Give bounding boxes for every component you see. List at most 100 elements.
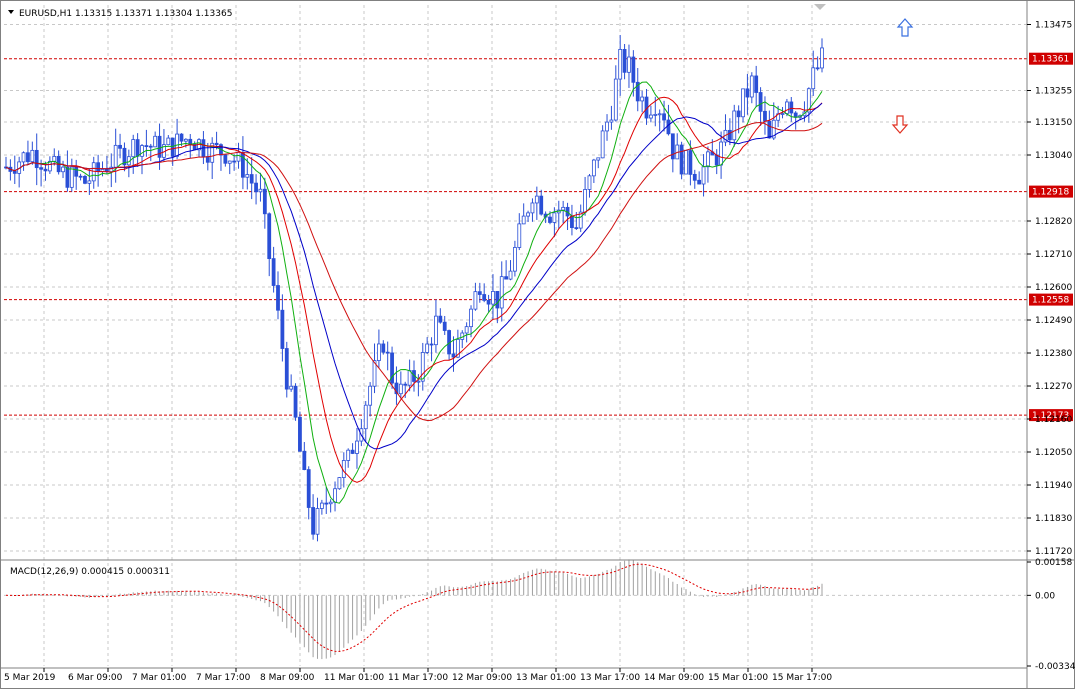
candle-body	[745, 88, 750, 98]
candle-body	[87, 180, 92, 184]
price-tick-label: 1.13150	[1035, 118, 1072, 128]
time-tick-label: 15 Mar 17:00	[772, 673, 832, 683]
triangle-down-icon[interactable]	[8, 10, 14, 14]
time-tick-label: 12 Mar 09:00	[452, 673, 512, 683]
time-tick-label: 11 Mar 17:00	[388, 673, 448, 683]
candle-body	[438, 315, 443, 323]
candle-body	[78, 175, 83, 178]
candle-body	[657, 113, 662, 116]
candle-body	[166, 137, 171, 146]
candle-body	[390, 352, 394, 384]
candle-body	[736, 110, 741, 118]
candle-body	[381, 343, 386, 353]
shift-marker-icon[interactable]	[814, 4, 826, 10]
candle-body	[622, 49, 627, 73]
candle-body	[482, 294, 487, 301]
arrow-up-icon[interactable]	[896, 18, 914, 37]
candle-body	[420, 352, 425, 382]
candle-body	[416, 380, 421, 383]
candle-body	[455, 339, 460, 358]
level-price-label: 1.13361	[1032, 55, 1069, 65]
candle-body	[61, 166, 65, 173]
candle-body	[232, 160, 237, 163]
candle-body	[183, 138, 188, 142]
candle-body	[600, 130, 605, 159]
candle-body	[131, 139, 136, 158]
candle-body	[627, 56, 631, 73]
price-tick-label: 1.12050	[1035, 448, 1072, 458]
candle-body	[319, 502, 324, 509]
time-tick-label: 7 Mar 17:00	[196, 673, 251, 683]
candle-body	[157, 135, 162, 158]
candle-body	[385, 351, 390, 354]
candle-body	[517, 223, 522, 248]
grid	[4, 5, 1027, 666]
candle-body	[188, 138, 193, 145]
candle-body	[350, 449, 355, 454]
candle-body	[148, 145, 153, 148]
candle-body	[170, 137, 175, 157]
candle-body	[763, 110, 767, 122]
level-price-box	[1029, 185, 1073, 198]
candle-body	[245, 174, 250, 178]
candle-body	[719, 141, 723, 166]
candle-body	[434, 315, 438, 346]
candle-body	[306, 469, 311, 508]
candle-body	[135, 139, 140, 157]
ma-fast-line	[5, 81, 823, 504]
candle-body	[539, 195, 544, 215]
arrow-down-icon[interactable]	[891, 115, 909, 134]
candle-body	[227, 160, 232, 164]
symbol-info: EURUSD,H1 1.13315 1.13371 1.13304 1.1336…	[19, 9, 232, 19]
candle-body	[258, 188, 263, 193]
macd-tick-label: -0.003348	[1035, 662, 1075, 672]
candle-body	[714, 154, 719, 166]
macd-label: MACD(12,26,9) 0.000415 0.000311	[10, 567, 170, 577]
candle-body	[771, 119, 776, 139]
candle-body	[820, 47, 824, 69]
candle-body	[513, 247, 517, 272]
macd-indicator	[4, 559, 1027, 660]
price-tick-label: 1.12600	[1035, 283, 1072, 293]
price-tick-label: 1.11830	[1035, 514, 1072, 524]
candle-body	[631, 56, 636, 83]
candle-body	[398, 383, 403, 395]
candle-body	[328, 501, 333, 505]
candle-body	[289, 385, 294, 390]
candle-body	[96, 162, 101, 173]
candle-body	[377, 343, 381, 361]
candle-body	[30, 149, 35, 163]
candle-body	[486, 300, 491, 305]
candle-body	[758, 92, 763, 112]
candle-body	[74, 166, 79, 177]
candle-body	[495, 290, 500, 309]
price-tick-label: 1.12820	[1035, 217, 1072, 227]
candle-body	[355, 440, 359, 454]
candle-body	[83, 175, 87, 184]
ma-slow-line	[5, 121, 823, 422]
candle-body	[210, 142, 215, 163]
candle-body	[789, 101, 794, 114]
candle-body	[591, 159, 596, 177]
candle-body	[276, 285, 280, 311]
candle-body	[144, 145, 149, 147]
time-tick-label: 5 Mar 2019	[4, 673, 56, 683]
price-tick-label: 1.12160	[1035, 415, 1072, 425]
level-price-box	[1029, 293, 1073, 306]
price-tick-label: 1.12490	[1035, 316, 1072, 326]
price-tick-label: 1.11940	[1035, 481, 1072, 491]
candle-body	[464, 326, 469, 334]
horizontal-levels[interactable]: 1.13361 1.12918 1.12558 1.12173	[4, 52, 1073, 422]
candle-body	[749, 75, 754, 98]
candle-body	[701, 166, 706, 185]
level-price-label: 1.12558	[1032, 296, 1069, 306]
candle-body	[333, 488, 337, 503]
candle-body	[241, 151, 245, 178]
candle-body	[477, 291, 482, 295]
candle-body	[12, 171, 17, 174]
candle-body	[609, 119, 614, 123]
time-tick-label: 13 Mar 17:00	[580, 673, 640, 683]
